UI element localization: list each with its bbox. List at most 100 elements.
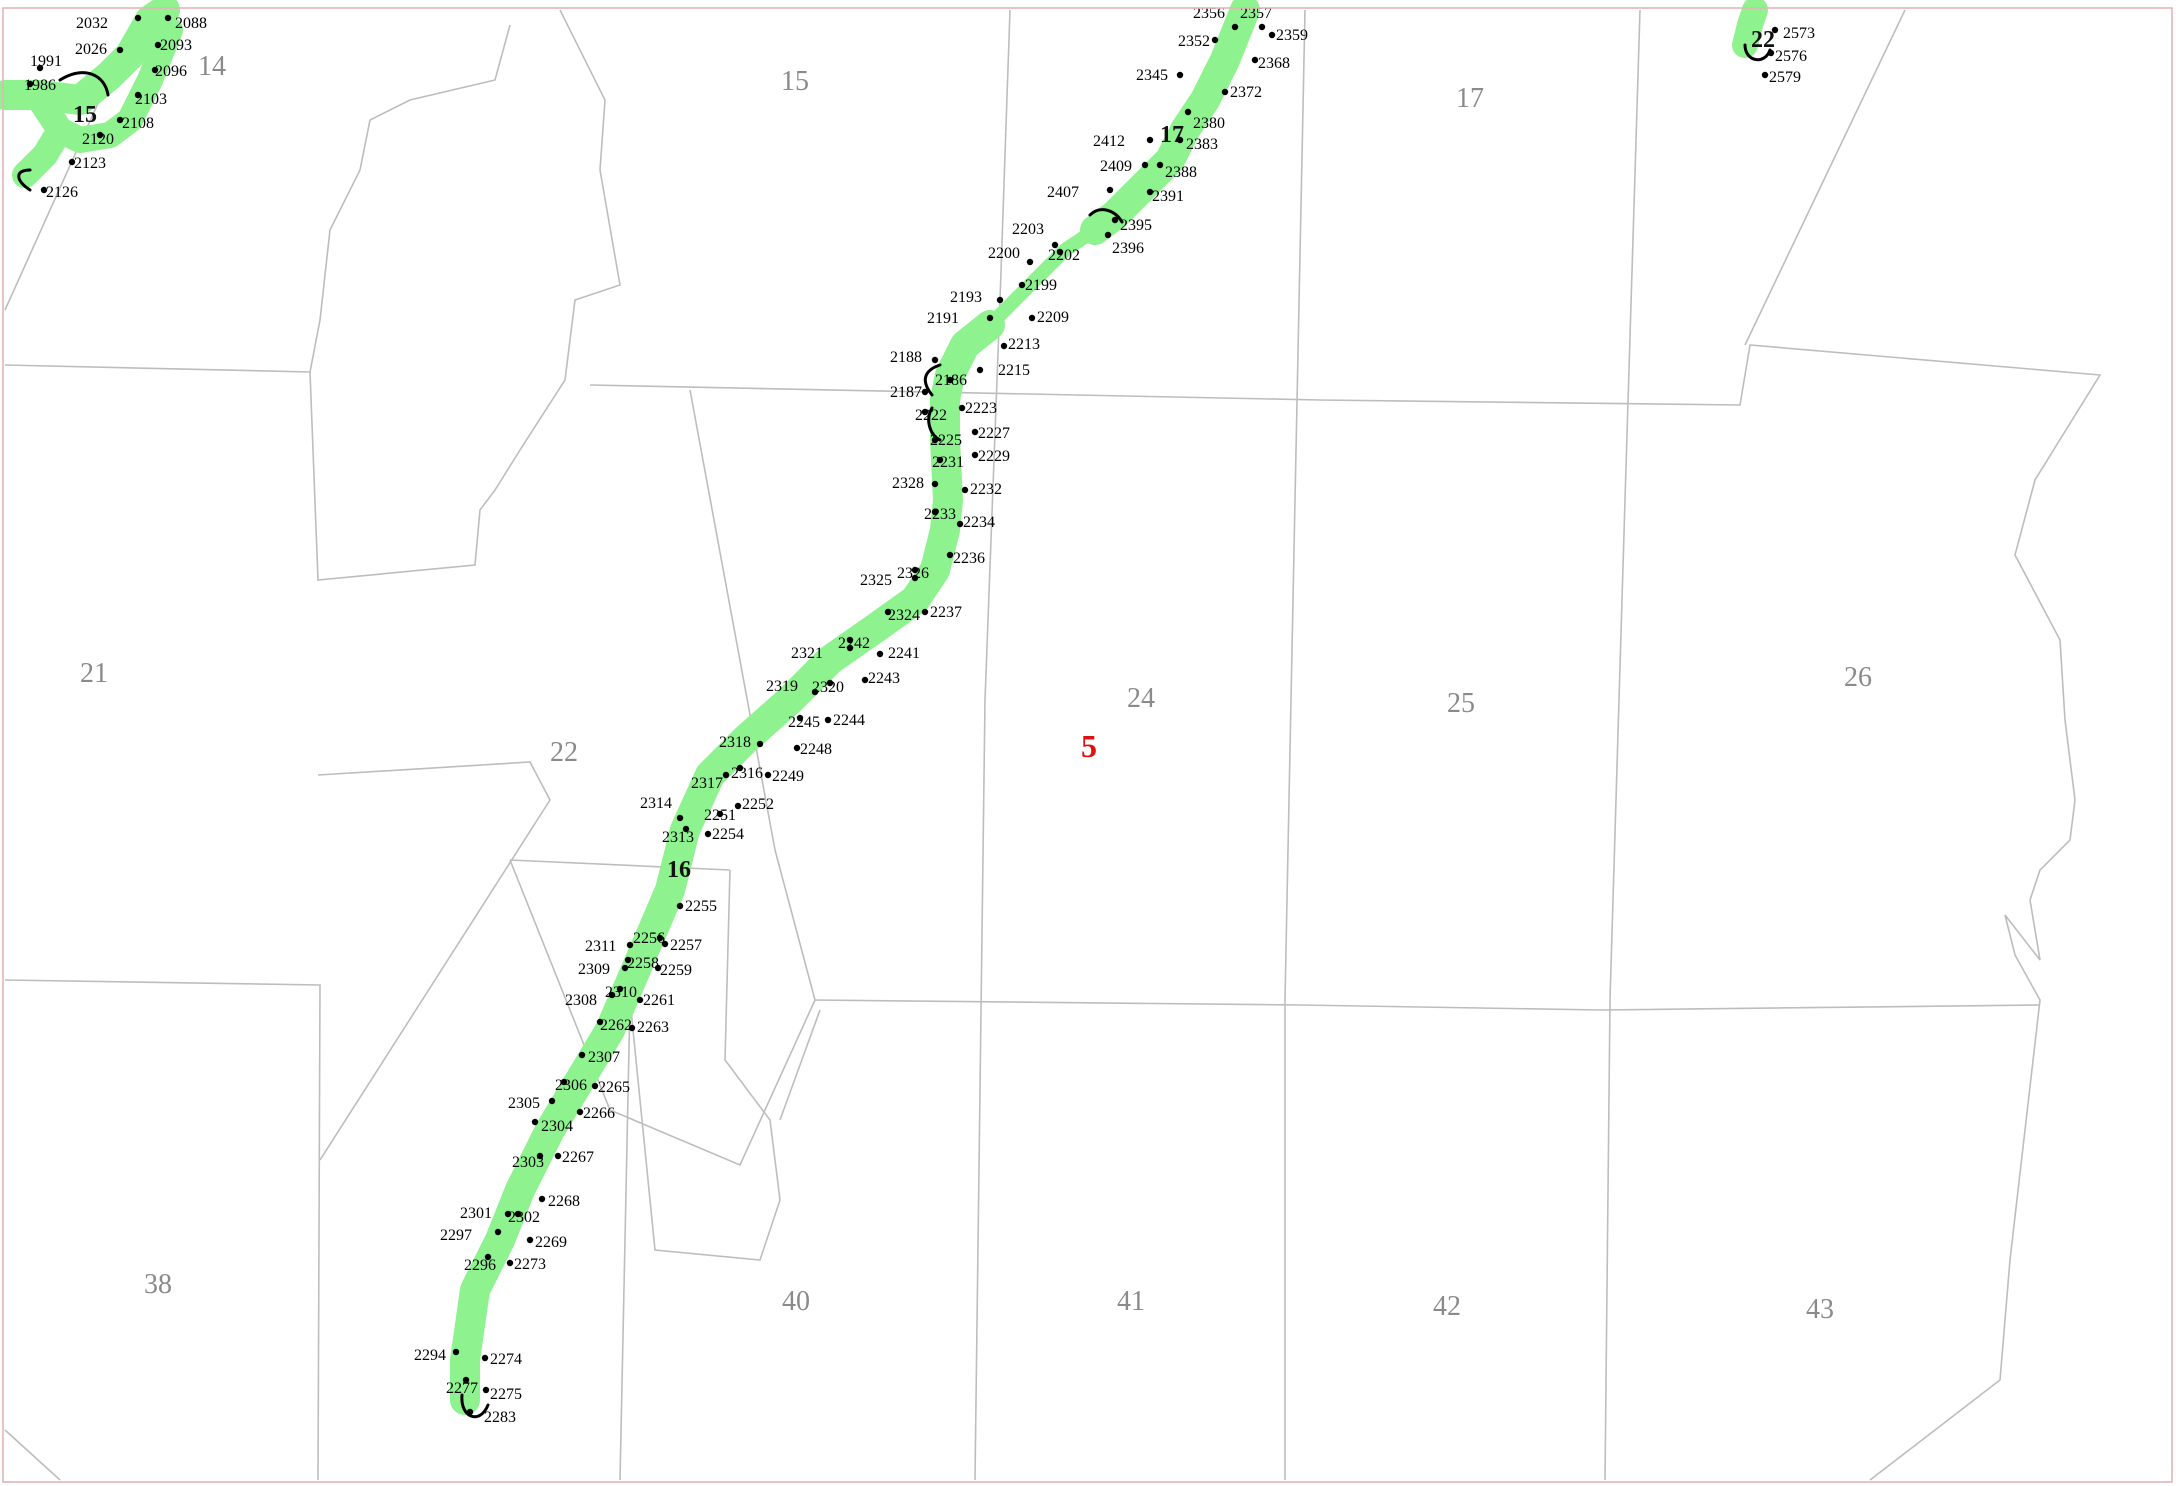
section-label-22: 22 [550,737,578,768]
survey-point-label-2326: 2326 [897,565,929,582]
survey-point-2126 [40,186,48,194]
survey-point-label-2309: 2309 [578,961,610,978]
survey-point-2200 [1026,258,1034,266]
survey-point-2259 [654,964,662,972]
survey-point-2579 [1761,71,1769,79]
survey-point-label-2316: 2316 [731,765,763,782]
survey-point-2227 [971,428,979,436]
survey-point-label-2275: 2275 [490,1386,522,1403]
survey-point-label-2244: 2244 [833,712,865,729]
survey-point-2395 [1111,216,1119,224]
survey-point-2193 [996,296,1004,304]
survey-point-2088 [164,14,172,22]
survey-point-label-2243: 2243 [868,670,900,687]
survey-point-label-2255: 2255 [685,898,717,915]
survey-point-2273 [506,1259,514,1267]
survey-point-label-2245: 2245 [788,714,820,731]
survey-point-2313 [682,825,690,833]
survey-point-label-2088: 2088 [175,15,207,32]
section-label-21: 21 [80,658,108,689]
survey-point-label-2199: 2199 [1025,277,1057,294]
survey-point-2311 [626,941,634,949]
survey-point-label-2234: 2234 [963,514,995,531]
survey-point-label-2302: 2302 [508,1209,540,1226]
survey-point-2573 [1771,26,1779,34]
survey-point-2303 [536,1152,544,1160]
survey-point-label-2579: 2579 [1769,69,1801,86]
survey-point-label-2308: 2308 [565,992,597,1009]
survey-point-label-2266: 2266 [583,1105,615,1122]
survey-point-label-2359: 2359 [1276,27,1308,44]
survey-point-label-2262: 2262 [600,1017,632,1034]
survey-point-label-2573: 2573 [1783,25,1815,42]
survey-point-2213 [1000,342,1008,350]
survey-point-label-2407: 2407 [1047,184,1079,201]
survey-point-2229 [971,451,979,459]
survey-point-label-2301: 2301 [460,1205,492,1222]
survey-point-label-2258: 2258 [627,955,659,972]
survey-point-label-2233: 2233 [924,506,956,523]
survey-point-label-2248: 2248 [800,741,832,758]
survey-point-2251 [716,810,724,818]
survey-point-2314 [676,814,684,822]
survey-point-label-2314: 2314 [640,795,672,812]
survey-point-2297 [494,1228,502,1236]
survey-point-label-2215: 2215 [998,362,1030,379]
survey-point-2245 [796,714,804,722]
survey-point-label-2357: 2357 [1240,5,1272,22]
survey-point-label-2241: 2241 [888,645,920,662]
survey-point-2093 [154,41,162,49]
survey-point-label-2225: 2225 [930,432,962,449]
survey-point-label-2303: 2303 [512,1154,544,1171]
survey-point-2319 [811,688,819,696]
survey-point-label-1986: 1986 [24,77,56,94]
survey-point-2301 [504,1210,512,1218]
survey-point-2372 [1221,88,1229,96]
survey-point-label-2026: 2026 [75,41,107,58]
survey-point-label-2259: 2259 [660,962,692,979]
survey-point-2191 [986,314,994,322]
survey-point-label-2269: 2269 [535,1234,567,1251]
survey-points: 2032 2088 2093 2096 2103 2108 2120 2123 2126 1991… [24,5,1815,1426]
survey-point-2188 [931,356,939,364]
survey-point-2296 [484,1253,492,1261]
survey-point-label-2372: 2372 [1230,84,1262,101]
survey-point-2380 [1184,108,1192,116]
section-boundaries [4,9,2102,1481]
survey-point-2412 [1146,136,1154,144]
survey-point-label-2325: 2325 [860,572,892,589]
survey-point-label-2324: 2324 [888,607,920,624]
survey-point-2232 [961,486,969,494]
survey-point-2307 [578,1051,586,1059]
survey-point-label-2093: 2093 [160,37,192,54]
survey-point-2368 [1251,56,1259,64]
survey-point-label-2296: 2296 [464,1257,496,1274]
survey-point-2274 [481,1354,489,1362]
township-label: 5 [1081,728,1097,764]
survey-point-2396 [1104,231,1112,239]
survey-point-2383 [1176,136,1184,144]
survey-point-label-2120: 2120 [82,131,114,148]
survey-point-2305 [548,1097,556,1105]
survey-point-label-2254: 2254 [712,826,744,843]
survey-point-2242 [846,636,854,644]
survey-point-label-2096: 2096 [155,63,187,80]
survey-point-2324 [884,608,892,616]
survey-point-label-2391: 2391 [1152,188,1184,205]
survey-point-label-2273: 2273 [514,1256,546,1273]
survey-point-label-2306: 2306 [555,1077,587,1094]
survey-point-2328 [931,480,939,488]
section-label-43: 43 [1806,1294,1834,1325]
survey-point-label-2356: 2356 [1193,5,1225,22]
survey-point-2294 [452,1348,460,1356]
survey-point-2261 [636,996,644,1004]
survey-point-label-2126: 2126 [46,184,78,201]
survey-point-2252 [734,802,742,810]
survey-point-2243 [861,676,869,684]
survey-point-2248 [793,744,801,752]
survey-point-2308 [608,991,616,999]
segment-number-15: 15 [73,102,97,128]
survey-point-label-2294: 2294 [414,1347,446,1364]
survey-point-2255 [676,902,684,910]
survey-point-2267 [554,1152,562,1160]
